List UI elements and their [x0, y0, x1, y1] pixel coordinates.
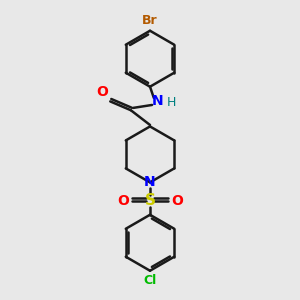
Text: O: O — [96, 85, 108, 99]
Text: O: O — [171, 194, 183, 208]
Text: S: S — [145, 193, 155, 208]
Text: N: N — [144, 176, 156, 189]
Text: N: N — [152, 94, 163, 108]
Text: H: H — [167, 95, 176, 109]
Text: Cl: Cl — [143, 274, 157, 287]
Text: Br: Br — [142, 14, 158, 27]
Text: O: O — [117, 194, 129, 208]
